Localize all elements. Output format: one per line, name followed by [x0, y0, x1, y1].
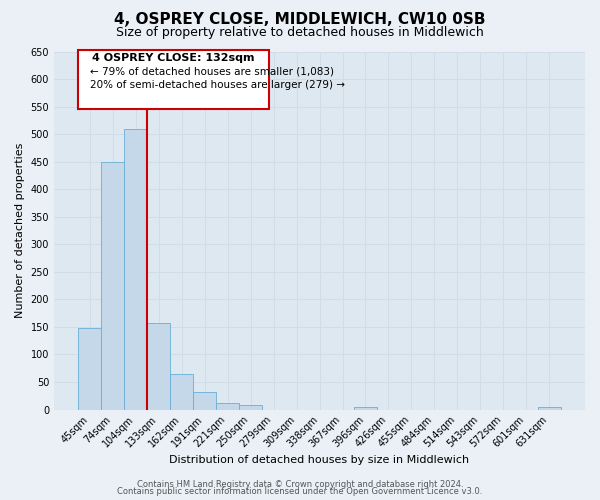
Text: 20% of semi-detached houses are larger (279) →: 20% of semi-detached houses are larger (…	[89, 80, 344, 90]
Text: Size of property relative to detached houses in Middlewich: Size of property relative to detached ho…	[116, 26, 484, 39]
Bar	[193, 392, 216, 409]
Y-axis label: Number of detached properties: Number of detached properties	[15, 143, 25, 318]
Bar	[538, 407, 561, 410]
Text: 4 OSPREY CLOSE: 132sqm: 4 OSPREY CLOSE: 132sqm	[92, 53, 255, 63]
Bar	[147, 322, 170, 410]
Bar	[239, 405, 262, 409]
Text: 4, OSPREY CLOSE, MIDDLEWICH, CW10 0SB: 4, OSPREY CLOSE, MIDDLEWICH, CW10 0SB	[114, 12, 486, 28]
Bar	[101, 162, 124, 410]
Text: ← 79% of detached houses are smaller (1,083): ← 79% of detached houses are smaller (1,…	[89, 67, 334, 77]
X-axis label: Distribution of detached houses by size in Middlewich: Distribution of detached houses by size …	[169, 455, 470, 465]
Bar	[78, 328, 101, 409]
Bar	[170, 374, 193, 410]
Bar	[124, 128, 147, 410]
Text: Contains HM Land Registry data © Crown copyright and database right 2024.: Contains HM Land Registry data © Crown c…	[137, 480, 463, 489]
FancyBboxPatch shape	[78, 50, 269, 110]
Bar	[354, 407, 377, 410]
Bar	[216, 403, 239, 409]
Text: Contains public sector information licensed under the Open Government Licence v3: Contains public sector information licen…	[118, 487, 482, 496]
